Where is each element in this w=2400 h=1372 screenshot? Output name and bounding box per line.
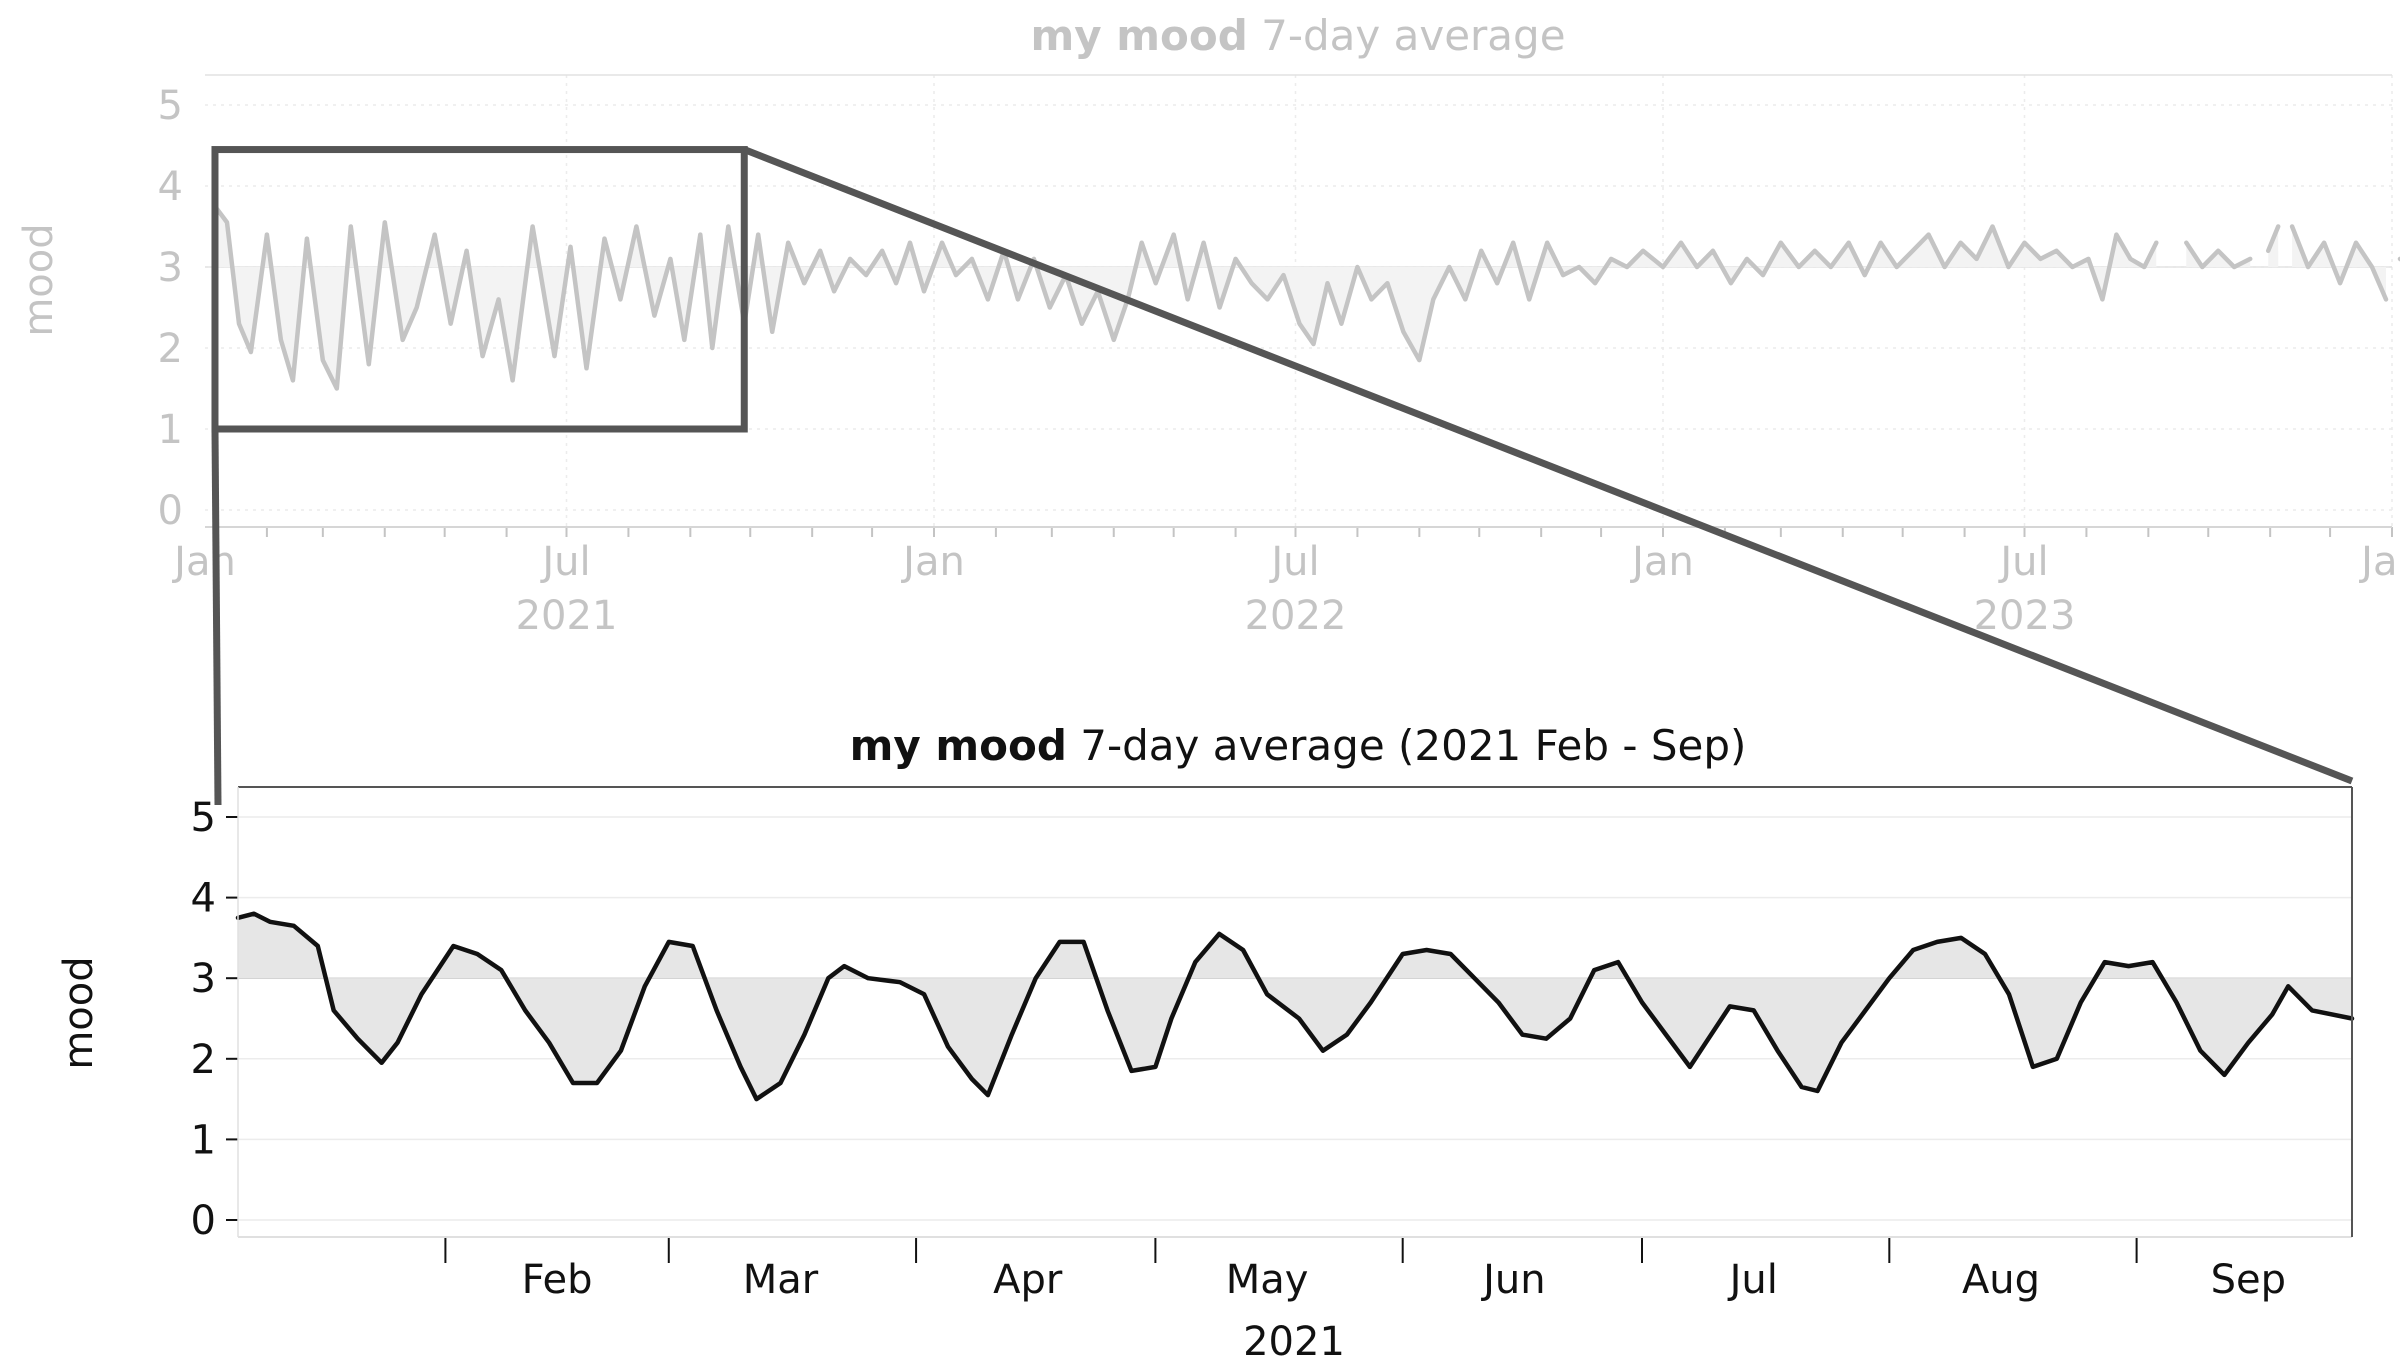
overview-x-tick-label: Jul	[1997, 539, 2048, 585]
overview-series-line	[2265, 224, 2281, 254]
overview-x-year-label: 2021	[516, 593, 618, 639]
overview-x-year-label: 2022	[1245, 593, 1347, 639]
overview-x-year-label: 2023	[1974, 593, 2076, 639]
zoomed-x-tick-label: Aug	[1962, 1257, 2040, 1303]
zoomed-chart: my mood 7-day average (2021 Feb - Sep) m…	[56, 721, 2355, 1365]
overview-x-tick-label: Jan	[900, 539, 965, 585]
overview-y-tick-label: 5	[158, 83, 183, 129]
zoomed-y-tick-label: 0	[191, 1198, 216, 1244]
zoom-connector-right	[742, 146, 2354, 785]
overview-x-tick-label: Jan	[2358, 539, 2400, 585]
overview-title: my mood 7-day average	[1030, 11, 1565, 60]
zoomed-y-tick-label: 5	[191, 795, 216, 841]
zoomed-area	[238, 913, 2352, 1100]
zoomed-x-tick-label: Sep	[2211, 1257, 2286, 1303]
zoomed-y-axis-label: mood	[56, 956, 102, 1069]
zoomed-y-tick-label: 1	[191, 1117, 216, 1163]
zoom-indicator	[211, 146, 2354, 806]
zoomed-x-tick-label: Jun	[1480, 1257, 1546, 1303]
overview-y-tick-label: 4	[158, 164, 183, 210]
overview-y-tick-label: 2	[158, 326, 183, 372]
overview-y-tick-label: 3	[158, 245, 183, 291]
zoom-box	[211, 146, 748, 433]
overview-series-line	[212, 204, 2159, 391]
zoomed-x-axis-label: 2021	[1243, 1319, 1345, 1365]
zoomed-x-tick-label: Feb	[522, 1257, 593, 1303]
zoomed-x-tick-label: May	[1226, 1257, 1309, 1303]
zoomed-title: my mood 7-day average (2021 Feb - Sep)	[850, 721, 1747, 770]
zoom-connector-left	[211, 428, 222, 806]
overview-series-line	[2289, 224, 2389, 302]
overview-x-tick-label: Jul	[539, 539, 590, 585]
overview-y-tick-label: 0	[158, 488, 183, 534]
overview-y-axis-label: mood	[16, 223, 62, 336]
overview-area	[2186, 242, 2251, 267]
zoomed-y-tick-label: 2	[191, 1037, 216, 1083]
zoomed-series-line	[235, 911, 2355, 1102]
overview-y-tick-label: 1	[158, 407, 183, 453]
zoomed-x-tick-label: Mar	[743, 1257, 819, 1303]
overview-x-tick-label: Jan	[171, 539, 236, 585]
overview-series-line	[2184, 240, 2253, 270]
overview-x-tick-label: Jan	[1629, 539, 1694, 585]
overview-x-tick-label: Jul	[1268, 539, 1319, 585]
zoomed-x-tick-label: Apr	[993, 1257, 1063, 1303]
zoomed-y-tick-label: 4	[191, 876, 216, 922]
zoomed-y-tick-label: 3	[191, 956, 216, 1002]
zoomed-x-tick-label: Jul	[1727, 1257, 1778, 1303]
overview-chart: my mood 7-day average mood 0 1 2 3 4 5 Jan Jul 2…	[16, 11, 2400, 639]
